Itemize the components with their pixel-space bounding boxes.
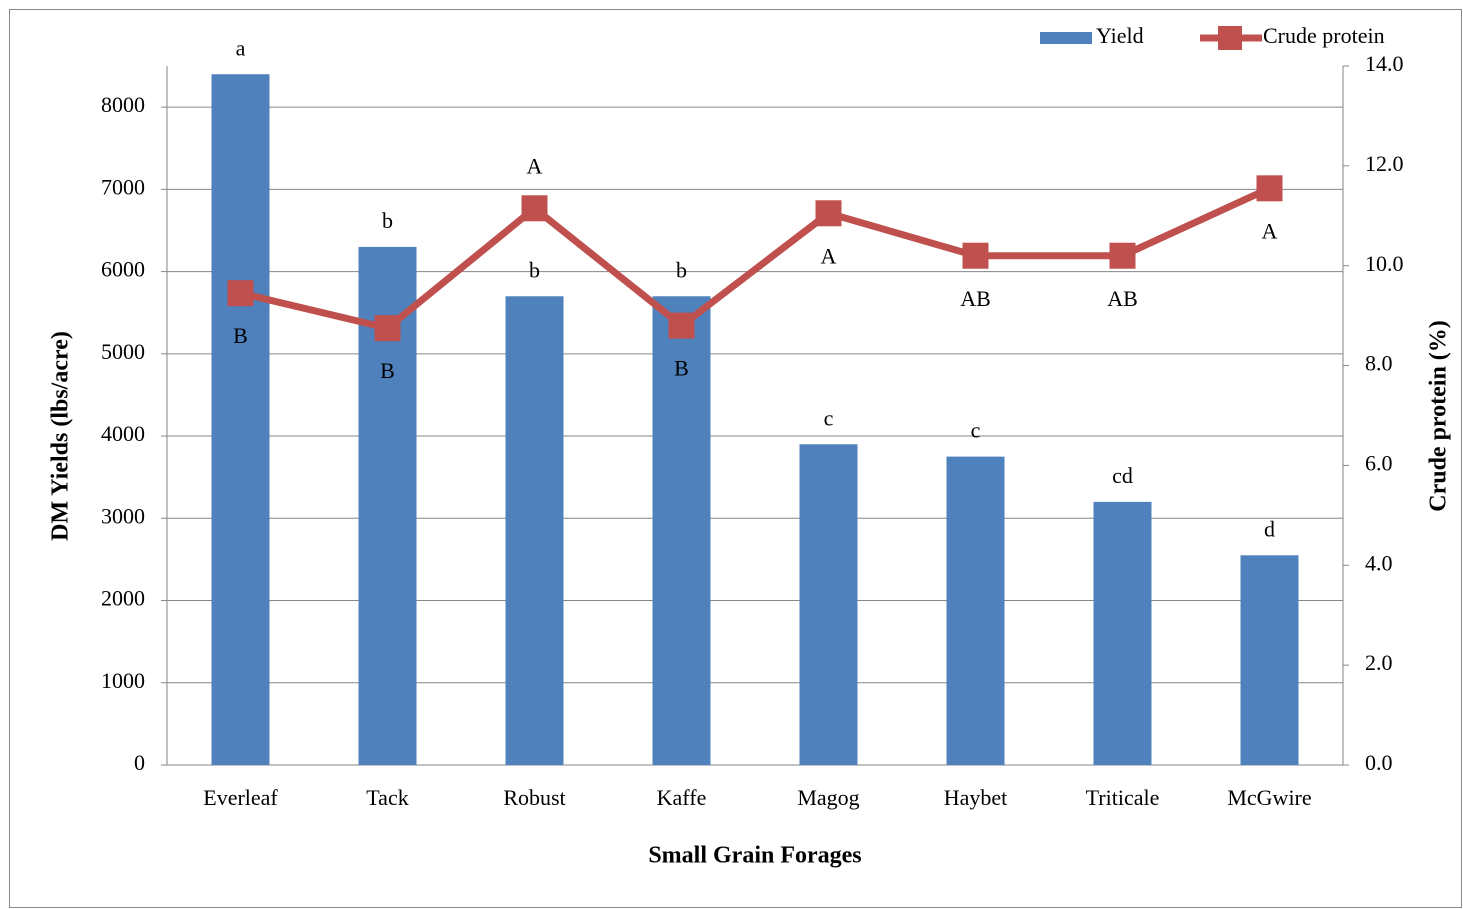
line-marker [374,315,401,342]
y2-tick-label: 8.0 [1365,351,1393,376]
y2-tick-label: 0.0 [1365,750,1393,775]
legend-marker [1218,26,1242,50]
y-axis-title: DM Yields (lbs/acre) [48,331,74,541]
line-letter: B [233,323,248,348]
bar [1240,555,1299,765]
legend-swatch [1040,32,1092,44]
x-tick-label: Robust [503,785,565,810]
bar [211,74,270,766]
line-marker [815,200,842,227]
line-marker [1109,242,1136,269]
line-letter: A [1262,218,1278,243]
y-tick-label: 3000 [101,503,145,528]
y2-axis-title: Crude protein (%) [1426,320,1452,512]
line-letter: A [527,153,543,178]
y2-tick-label: 4.0 [1365,550,1393,575]
y-tick-label: 5000 [101,339,145,364]
x-tick-label: Magog [797,785,859,810]
line-letter: A [821,243,837,268]
x-tick-label: Everleaf [203,785,278,810]
line-letter: B [380,358,395,383]
y2-tick-label: 6.0 [1365,450,1393,475]
bar-letter: b [676,257,687,282]
y-tick-label: 8000 [101,92,145,117]
bar [652,296,711,765]
line-marker [227,280,254,307]
y-tick-label: 7000 [101,174,145,199]
x-tick-label: Kaffe [657,785,707,810]
x-tick-label: McGwire [1227,785,1311,810]
y-tick-label: 0 [134,750,145,775]
line-letter: AB [960,286,991,311]
y2-tick-label: 10.0 [1365,251,1404,276]
bar [505,296,564,765]
legend-label: Yield [1096,23,1144,48]
bar-letter: cd [1112,463,1133,488]
legend-label: Crude protein [1263,23,1385,48]
y2-tick-label: 14.0 [1365,51,1404,76]
y2-tick-label: 12.0 [1365,151,1404,176]
y-tick-label: 4000 [101,421,145,446]
x-tick-label: Haybet [944,785,1008,810]
bar [799,444,858,765]
bar-letter: c [824,405,834,430]
bar-letter: b [382,208,393,233]
y-tick-label: 6000 [101,257,145,282]
line-marker [1256,175,1283,202]
line-marker [668,312,695,339]
bar-letter: d [1264,516,1275,541]
bar-letter: c [971,418,981,443]
y-tick-label: 2000 [101,586,145,611]
bar [1093,501,1152,765]
bar [946,456,1005,765]
y-tick-label: 1000 [101,668,145,693]
x-tick-label: Tack [366,785,408,810]
y2-tick-label: 2.0 [1365,650,1393,675]
line-marker [962,242,989,269]
bar-letter: b [529,257,540,282]
line-letter: AB [1107,286,1138,311]
line-letter: B [674,356,689,381]
bar-letter: a [236,35,246,60]
line [239,185,1271,332]
line-marker [521,195,548,222]
x-tick-label: Triticale [1086,785,1160,810]
x-axis-title: Small Grain Forages [648,843,861,869]
